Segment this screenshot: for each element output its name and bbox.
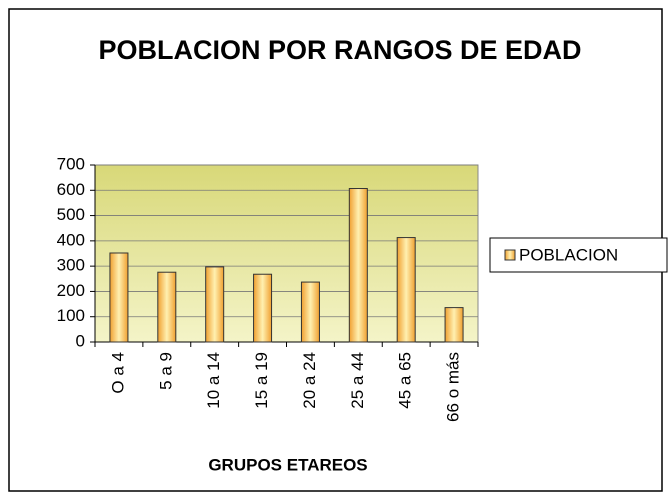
x-tick-label: 10 a 14 — [204, 352, 223, 409]
x-tick-label: 20 a 24 — [300, 352, 319, 409]
x-axis-label: GRUPOS ETAREOS — [208, 455, 367, 474]
bar — [396, 237, 416, 343]
y-tick-label: 500 — [57, 205, 85, 224]
bar — [157, 271, 177, 343]
plot-area — [94, 164, 479, 343]
legend-label: POBLACION — [519, 245, 618, 264]
bar — [300, 281, 320, 343]
legend-swatch — [504, 249, 516, 261]
x-tick-label: 45 a 65 — [396, 352, 415, 409]
bar — [109, 252, 129, 343]
y-tick-label: 400 — [57, 230, 85, 249]
y-tick-label: 0 — [76, 331, 85, 350]
bar — [253, 273, 273, 343]
y-tick-label: 300 — [57, 256, 85, 275]
bar — [348, 188, 368, 343]
x-tick-label: 15 a 19 — [252, 352, 271, 409]
chart-title: POBLACION POR RANGOS DE EDAD — [98, 35, 582, 65]
legend-box — [489, 237, 668, 273]
y-tick-label: 200 — [57, 281, 85, 300]
x-tick-label: 66 o más — [444, 352, 463, 422]
y-tick-label: 700 — [57, 154, 85, 173]
x-tick-label: 5 a 9 — [156, 352, 175, 390]
x-tick-label: 25 a 44 — [348, 352, 367, 409]
bar — [444, 307, 464, 343]
x-tick-label: O a 4 — [108, 352, 127, 394]
y-tick-label: 100 — [57, 306, 85, 325]
bar — [205, 266, 225, 343]
y-tick-label: 600 — [57, 180, 85, 199]
